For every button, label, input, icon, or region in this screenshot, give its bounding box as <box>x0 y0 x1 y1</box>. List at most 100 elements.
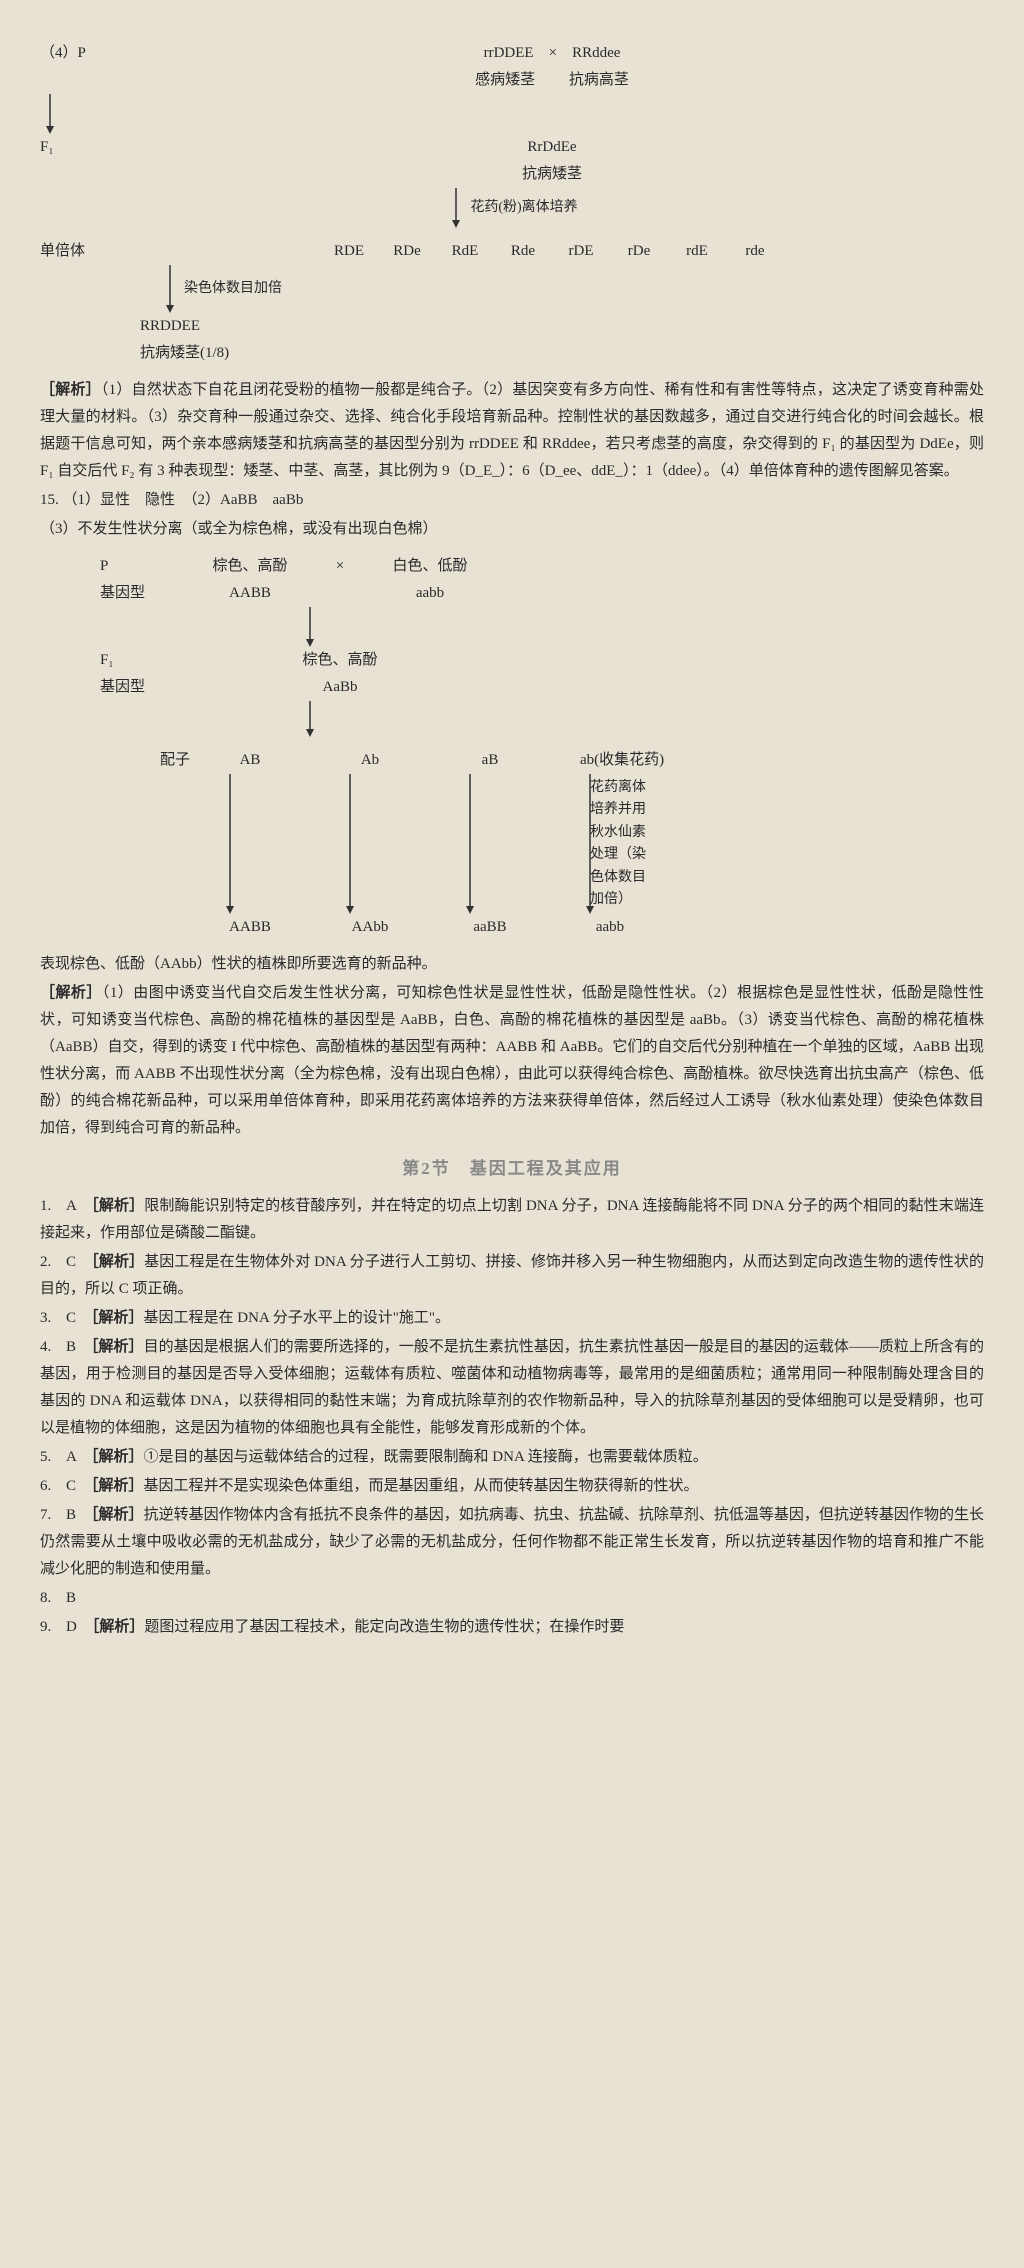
answer-letter: D <box>66 1619 77 1635</box>
result-item: AAbb <box>340 914 400 941</box>
f1-label: F₁ <box>100 647 180 674</box>
analysis-label: ［解析］ <box>91 1310 144 1326</box>
analysis-label: ［解析］ <box>91 1254 144 1270</box>
haploid-item: rDe <box>619 238 659 265</box>
result-item: aaBB <box>460 914 520 941</box>
answer-num: 2. <box>40 1249 66 1276</box>
answer-letter: B <box>66 1590 76 1606</box>
arrow-icon <box>40 94 984 134</box>
answer-letter: A <box>66 1198 76 1214</box>
answer-num: 5. <box>40 1444 66 1471</box>
q15-line1: 15. （1）显性 隐性 （2）AaBB aaBb <box>40 487 984 514</box>
arrow-icon <box>220 774 240 914</box>
haploid-item: RDe <box>387 238 427 265</box>
q15-conclusion: 表现棕色、低酚（AAbb）性状的植株即所要选育的新品种。 <box>40 951 984 978</box>
haploid-list: RDE RDe RdE Rde rDE rDe rdE rde <box>120 238 984 265</box>
analysis-label: ［解析］ <box>40 985 102 1001</box>
haploid-item: rde <box>735 238 775 265</box>
answer-item: 5.A ［解析］①是目的基因与运载体结合的过程，既需要限制酶和 DNA 连接酶，… <box>40 1444 984 1471</box>
q4-p2-pheno: 抗病高茎 <box>569 72 629 88</box>
q15-part1: （1）显性 隐性 （2）AaBB aaBb <box>63 492 304 508</box>
q4-analysis: ［解析］（1）自然状态下自花且闭花受粉的植物一般都是纯合子。（2）基因突变有多方… <box>40 377 984 485</box>
answer-item: 3.C ［解析］基因工程是在 DNA 分子水平上的设计"施工"。 <box>40 1305 984 1332</box>
answer-text: 基因工程并不是实现染色体重组，而是基因重组，从而使转基因生物获得新的性状。 <box>144 1478 699 1494</box>
analysis-label: ［解析］ <box>91 1507 144 1523</box>
anther-culture-label: 花药(粉)离体培养 <box>470 195 577 220</box>
gamete-label: 配子 <box>160 747 220 774</box>
q15-num: 15. <box>40 492 59 508</box>
answer-letter: C <box>66 1254 76 1270</box>
arrow-icon <box>460 774 480 914</box>
geno-label: 基因型 <box>100 674 180 701</box>
analysis-label: ［解析］ <box>92 1619 145 1635</box>
answer-num: 3. <box>40 1305 66 1332</box>
q15-part3: （3）不发生性状分离（或全为棕色棉，或没有出现白色棉） <box>40 516 984 543</box>
arrow-icon <box>300 607 320 647</box>
p2-geno: aabb <box>360 580 500 607</box>
answer-letter: B <box>66 1339 76 1355</box>
analysis-label: ［解析］ <box>91 1198 144 1214</box>
chromosome-double-label: 染色体数目加倍 <box>184 276 282 301</box>
result-item: aabb <box>580 914 640 941</box>
answer-text: 目的基因是根据人们的需要所选择的，一般不是抗生素抗性基因，抗生素抗性基因一般是目… <box>40 1339 984 1436</box>
answer-text: 基因工程是在 DNA 分子水平上的设计"施工"。 <box>144 1310 450 1326</box>
q4-f1-geno: RrDdEe <box>527 139 576 155</box>
analysis-label: ［解析］ <box>91 1339 144 1355</box>
q4-f1-pheno: 抗病矮茎 <box>522 166 582 182</box>
answer-num: 8. <box>40 1585 66 1612</box>
arrow-icon <box>300 701 320 737</box>
haploid-item: Rde <box>503 238 543 265</box>
gamete-item: ab(收集花药) <box>580 747 720 774</box>
analysis-text: （1）自然状态下自花且闭花受粉的植物一般都是纯合子。（2）基因突变有多方向性、稀… <box>40 382 984 479</box>
haploid-item: rDE <box>561 238 601 265</box>
arrow-icon <box>340 774 360 914</box>
gamete-item: AB <box>220 747 280 774</box>
answer-text: ①是目的基因与运载体结合的过程，既需要限制酶和 DNA 连接酶，也需要载体质粒。 <box>144 1449 708 1465</box>
q4-p1-pheno: 感病矮茎 <box>475 72 535 88</box>
cross-symbol: × <box>549 45 557 61</box>
gamete-item: Ab <box>340 747 400 774</box>
answer-item: 9.D ［解析］题图过程应用了基因工程技术，能定向改造生物的遗传性状；在操作时要 <box>40 1614 984 1641</box>
p1-pheno: 棕色、高酚 <box>180 553 320 580</box>
answer-text: 限制酶能识别特定的核苷酸序列，并在特定的切点上切割 DNA 分子，DNA 连接酶… <box>40 1198 984 1241</box>
result-geno: RRDDEE <box>140 318 200 334</box>
q4-diagram: （4）P rrDDEE × RRddee 感病矮茎 抗病高茎 F₁ RrDdEe… <box>40 40 984 367</box>
arrow-icon <box>160 265 180 313</box>
answer-item: 7.B ［解析］抗逆转基因作物体内含有抵抗不良条件的基因，如抗病毒、抗虫、抗盐碱… <box>40 1502 984 1583</box>
haploid-item: RdE <box>445 238 485 265</box>
answer-letter: B <box>66 1507 76 1523</box>
q15-analysis: ［解析］（1）由图中诱变当代自交后发生性状分离，可知棕色性状是显性性状，低酚是隐… <box>40 980 984 1142</box>
f1-pheno: 棕色、高酚 <box>180 647 500 674</box>
result-pheno: 抗病矮茎(1/8) <box>140 345 229 361</box>
answer-num: 7. <box>40 1502 66 1529</box>
p-label: P <box>100 553 180 580</box>
analysis-label: ［解析］ <box>91 1478 144 1494</box>
haploid-item: rdE <box>677 238 717 265</box>
q4-f1-label: F₁ <box>40 134 120 161</box>
p1-geno: AABB <box>180 580 320 607</box>
answer-letter: A <box>66 1449 76 1465</box>
q15-diagram: P 棕色、高酚 × 白色、低酚 基因型 AABB aabb F₁ 棕色、高酚 基… <box>100 553 984 941</box>
answer-text: 基因工程是在生物体外对 DNA 分子进行人工剪切、拼接、修饰并移入另一种生物细胞… <box>40 1254 984 1297</box>
q4-p2-geno: RRddee <box>572 45 620 61</box>
side-text: 花药离体 培养并用 秋水仙素 处理（染 色体数目 加倍） <box>590 777 646 911</box>
analysis-label: ［解析］ <box>40 382 101 398</box>
answer-letter: C <box>66 1310 76 1326</box>
q4-p-label: （4）P <box>40 40 120 67</box>
geno-label: 基因型 <box>100 580 180 607</box>
result-item: AABB <box>220 914 280 941</box>
answer-item: 8.B <box>40 1585 984 1612</box>
answer-num: 4. <box>40 1334 66 1361</box>
f1-geno: AaBb <box>180 674 500 701</box>
p2-pheno: 白色、低酚 <box>360 553 500 580</box>
analysis-label: ［解析］ <box>91 1449 144 1465</box>
answer-item: 4.B ［解析］目的基因是根据人们的需要所选择的，一般不是抗生素抗性基因，抗生素… <box>40 1334 984 1442</box>
answer-item: 2.C ［解析］基因工程是在生物体外对 DNA 分子进行人工剪切、拼接、修饰并移… <box>40 1249 984 1303</box>
haploid-item: RDE <box>329 238 369 265</box>
analysis-text: （1）由图中诱变当代自交后发生性状分离，可知棕色性状是显性性状，低酚是隐性性状。… <box>40 985 984 1136</box>
answer-num: 9. <box>40 1614 66 1641</box>
haploid-label: 单倍体 <box>40 238 120 265</box>
q4-p1-geno: rrDDEE <box>484 45 534 61</box>
cross-symbol: × <box>320 553 360 580</box>
answer-num: 6. <box>40 1473 66 1500</box>
